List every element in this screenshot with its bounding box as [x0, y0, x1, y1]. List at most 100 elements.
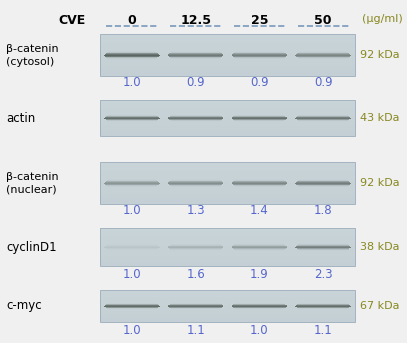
Bar [100, 256, 355, 257]
Bar [105, 54, 159, 55]
Text: 1.6: 1.6 [186, 269, 205, 282]
Bar [237, 242, 282, 243]
Bar [110, 252, 153, 253]
Bar [100, 110, 355, 111]
Bar [109, 178, 155, 179]
Bar [104, 55, 160, 56]
Bar [111, 189, 153, 190]
Bar [100, 57, 355, 58]
Bar [239, 47, 280, 48]
Bar [100, 63, 355, 64]
Text: 1.4: 1.4 [250, 203, 269, 216]
Bar [100, 108, 355, 109]
Bar [300, 251, 346, 252]
Bar [234, 53, 285, 54]
Bar [100, 245, 355, 246]
Text: 67 kDa: 67 kDa [360, 301, 400, 311]
Text: 50: 50 [314, 14, 332, 27]
Bar [302, 241, 345, 242]
Bar [104, 183, 160, 184]
Bar [296, 246, 350, 247]
Text: 0: 0 [127, 14, 136, 27]
Bar [170, 53, 221, 54]
Bar [100, 294, 355, 295]
Text: 0.9: 0.9 [314, 75, 333, 88]
Bar [168, 182, 223, 183]
Bar [104, 182, 160, 184]
Text: 2.3: 2.3 [314, 269, 333, 282]
Bar [295, 182, 351, 184]
Bar [173, 50, 219, 51]
Bar [168, 247, 223, 248]
Text: 1.0: 1.0 [123, 269, 141, 282]
Bar [100, 228, 355, 229]
Bar [298, 244, 348, 245]
Bar [232, 56, 286, 57]
Bar [100, 69, 355, 70]
Text: 1.0: 1.0 [123, 203, 141, 216]
Bar [100, 133, 355, 134]
Bar [100, 47, 355, 48]
Bar [100, 258, 355, 259]
Bar [104, 54, 160, 56]
Bar [100, 317, 355, 318]
Bar [168, 183, 224, 184]
Bar [237, 60, 282, 61]
Bar [100, 302, 355, 303]
Bar [171, 58, 220, 59]
Bar [100, 55, 355, 56]
Bar [175, 176, 217, 177]
Bar [100, 46, 355, 47]
Bar [100, 249, 355, 250]
Bar [110, 49, 154, 50]
Bar [100, 104, 355, 105]
Bar [239, 62, 280, 63]
Bar [173, 60, 218, 61]
Bar [173, 251, 219, 252]
Text: (cytosol): (cytosol) [6, 57, 54, 67]
Bar [235, 179, 284, 180]
Bar [232, 184, 286, 185]
Bar [100, 264, 355, 265]
Bar [100, 228, 355, 266]
Bar [100, 312, 355, 313]
Bar [100, 178, 355, 179]
Bar [100, 120, 355, 121]
Bar [175, 240, 216, 241]
Text: β-catenin: β-catenin [6, 172, 59, 182]
Bar [170, 185, 221, 186]
Bar [100, 235, 355, 236]
Bar [299, 250, 348, 251]
Bar [171, 179, 220, 180]
Bar [170, 245, 221, 246]
Bar [100, 38, 355, 39]
Bar [100, 42, 355, 43]
Bar [169, 181, 222, 182]
Bar [168, 246, 224, 248]
Bar [299, 179, 348, 180]
Bar [100, 172, 355, 173]
Bar [100, 231, 355, 232]
Bar [100, 290, 355, 322]
Bar [100, 186, 355, 187]
Text: (μg/ml): (μg/ml) [362, 14, 403, 24]
Bar [100, 248, 355, 249]
Bar [100, 251, 355, 252]
Bar [174, 189, 217, 190]
Bar [296, 184, 350, 185]
Bar [100, 185, 355, 186]
Bar [100, 183, 355, 184]
Bar [100, 297, 355, 298]
Bar [100, 250, 355, 251]
Bar [100, 229, 355, 230]
Bar [100, 53, 355, 54]
Bar [173, 188, 218, 189]
Bar [100, 298, 355, 299]
Bar [298, 186, 348, 187]
Bar [100, 131, 355, 132]
Bar [297, 53, 349, 54]
Bar [174, 241, 217, 242]
Bar [169, 56, 222, 57]
Bar [168, 55, 224, 56]
Bar [100, 73, 355, 74]
